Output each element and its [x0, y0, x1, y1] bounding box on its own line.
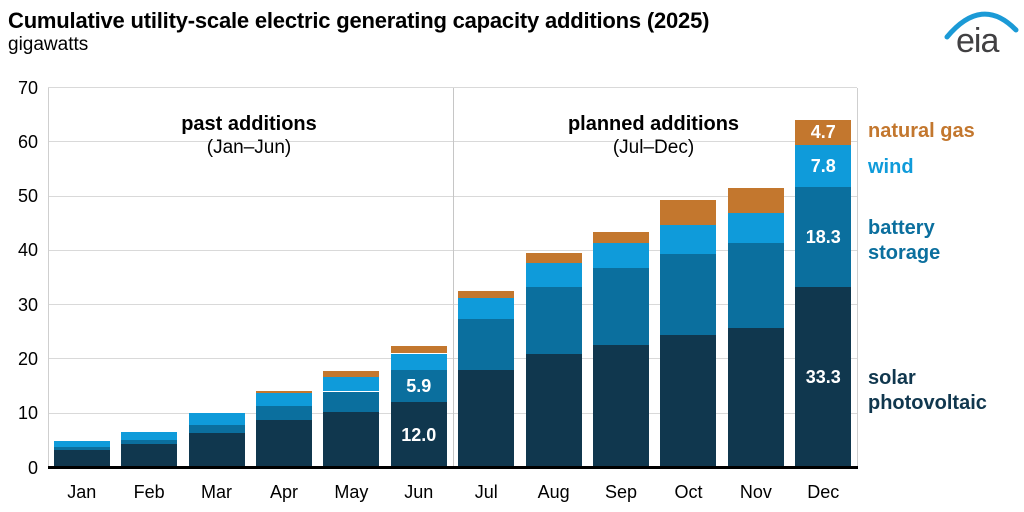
- x-tick-label-Dec: Dec: [807, 482, 840, 502]
- bar-segment-solar-photovoltaic-Jun: [390, 402, 447, 468]
- bar-segment-solar-photovoltaic-Jul: [458, 369, 515, 468]
- bar-segment-wind-Jul: [458, 298, 515, 320]
- bar-segment-wind-Oct: [660, 225, 717, 254]
- x-tick-label-May: May: [334, 482, 369, 502]
- x-axis-line: [48, 466, 858, 469]
- bar-value-label-battery-storage-Dec: 18.3: [805, 227, 841, 248]
- bar-segment-natural-gas-Aug: [525, 253, 582, 264]
- bar-segment-battery-storage-Nov: [727, 242, 784, 328]
- bar-segment-battery-storage-Mar: [188, 425, 245, 434]
- bar-segment-natural-gas-Oct: [660, 200, 717, 226]
- legend-label-battery-storage: battery storage: [868, 217, 941, 264]
- bar-value-label-solar-photovoltaic-Dec: 33.3: [805, 367, 841, 388]
- annotation-past-line1: past additions: [181, 113, 317, 135]
- plot-left-border: [48, 87, 49, 468]
- chart-units-label: gigawatts: [8, 34, 89, 55]
- bar-segment-wind-Jun: [390, 353, 447, 371]
- bar-segment-battery-storage-Jan: [53, 447, 110, 450]
- bar-segment-natural-gas-Apr: [255, 390, 312, 394]
- bar-segment-solar-photovoltaic-May: [323, 412, 380, 468]
- bar-segment-battery-storage-Dec: [795, 187, 852, 287]
- bar-segment-solar-photovoltaic-Nov: [727, 327, 784, 468]
- bar-segment-battery-storage-Jul: [458, 319, 515, 370]
- bar-segment-battery-storage-Apr: [255, 406, 312, 421]
- bar-segment-wind-Apr: [255, 393, 312, 407]
- bar-segment-solar-photovoltaic-Dec: [795, 286, 852, 468]
- annotation-past-additions: past additions (Jan–Jun): [48, 112, 450, 160]
- bar-segment-battery-storage-Oct: [660, 253, 717, 336]
- x-tick-label-Nov: Nov: [739, 482, 772, 502]
- bar-segment-wind-Aug: [525, 263, 582, 287]
- y-tick-label-40: 40: [17, 240, 38, 261]
- x-tick-label-Jan: Jan: [67, 482, 97, 502]
- bar-value-label-wind-Dec: 7.8: [810, 156, 836, 177]
- bar-segment-solar-photovoltaic-Mar: [188, 433, 245, 468]
- bar-segment-natural-gas-Dec: [795, 119, 852, 146]
- plot-right-border: [857, 87, 858, 468]
- x-tick-label-Oct: Oct: [674, 482, 703, 502]
- bar-value-label-natural-gas-Dec: 4.7: [810, 122, 836, 143]
- bar-segment-solar-photovoltaic-Jan: [53, 449, 110, 468]
- x-tick-label-Jul: Jul: [474, 482, 498, 502]
- x-tick-label-Feb: Feb: [133, 482, 165, 502]
- bar-segment-battery-storage-May: [323, 391, 380, 413]
- x-tick-label-Sep: Sep: [605, 482, 638, 502]
- bar-segment-wind-May: [323, 377, 380, 392]
- legend-label-solar-photovoltaic: solar photovoltaic: [868, 367, 987, 414]
- legend-label-wind: wind: [868, 155, 914, 178]
- y-tick-label-10: 10: [17, 403, 38, 424]
- bar-segment-battery-storage-Feb: [121, 440, 178, 445]
- bar-segment-battery-storage-Aug: [525, 286, 582, 355]
- annotation-planned-line2: (Jul–Dec): [612, 137, 695, 158]
- bar-segment-wind-Nov: [727, 213, 784, 243]
- bar-segment-battery-storage-Sep: [593, 268, 650, 345]
- y-tick-label-0: 0: [27, 457, 38, 478]
- bar-segment-natural-gas-Sep: [593, 232, 650, 243]
- bar-segment-battery-storage-Jun: [390, 370, 447, 403]
- bar-segment-natural-gas-Jun: [390, 345, 447, 354]
- bar-segment-wind-Dec: [795, 145, 852, 188]
- x-tick-label-Apr: Apr: [269, 482, 298, 502]
- eia-logo-arc-icon: [944, 11, 1019, 40]
- eia-logo-text: eia: [956, 22, 999, 60]
- bar-segment-wind-Feb: [121, 431, 178, 441]
- bar-segment-natural-gas-Nov: [727, 188, 784, 214]
- bar-segment-solar-photovoltaic-Aug: [525, 354, 582, 468]
- bar-segment-solar-photovoltaic-Apr: [255, 420, 312, 468]
- bar-value-label-battery-storage-Jun: 5.9: [406, 376, 432, 397]
- bar-value-label-solar-photovoltaic-Jun: 12.0: [401, 424, 437, 445]
- bar-segment-solar-photovoltaic-Feb: [121, 444, 178, 468]
- bar-segment-wind-Jan: [53, 440, 110, 448]
- bar-segment-solar-photovoltaic-Oct: [660, 335, 717, 468]
- bar-segment-natural-gas-Jul: [458, 290, 515, 299]
- y-tick-label-30: 30: [17, 294, 38, 315]
- y-tick-label-60: 60: [17, 131, 38, 152]
- legend-label-natural-gas: natural gas: [868, 119, 975, 142]
- annotation-planned-additions: planned additions (Jul–Dec): [450, 112, 857, 160]
- x-tick-label-Jun: Jun: [404, 482, 434, 502]
- chart-title: Cumulative utility-scale electric genera…: [8, 8, 710, 33]
- annotation-past-line2: (Jan–Jun): [206, 137, 292, 158]
- bar-segment-solar-photovoltaic-Sep: [593, 344, 650, 468]
- annotation-planned-line1: planned additions: [567, 113, 740, 135]
- x-tick-label-Mar: Mar: [201, 482, 233, 502]
- past-planned-divider: [452, 87, 454, 468]
- bar-segment-wind-Mar: [188, 413, 245, 426]
- bar-segment-wind-Sep: [593, 242, 650, 269]
- y-tick-label-70: 70: [17, 77, 38, 98]
- eia-logo: eia: [942, 4, 1020, 62]
- y-tick-label-50: 50: [17, 186, 38, 207]
- y-tick-label-20: 20: [17, 348, 38, 369]
- bar-segment-natural-gas-May: [323, 371, 380, 378]
- x-tick-label-Aug: Aug: [537, 482, 570, 502]
